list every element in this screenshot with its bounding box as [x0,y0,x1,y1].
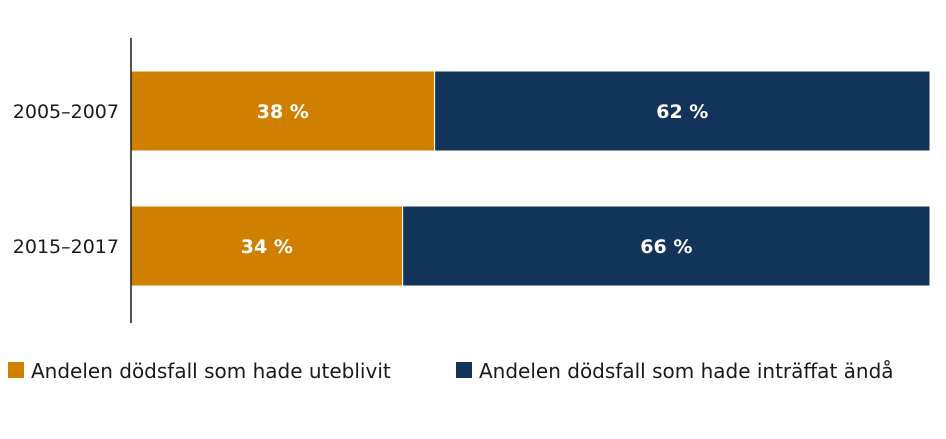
legend: Andelen dödsfall som hade uteblivit Andel… [8,359,894,383]
legend-swatch-2 [456,362,472,378]
category-labels: 2005–2007 2015–2017 [13,101,119,258]
bar-uteblivit-2 [130,205,404,287]
category-label-2: 2015–2017 [13,236,119,258]
legend-swatch-1 [8,362,24,378]
category-label-1: 2005–2007 [13,101,119,123]
data-label-uteblivit-2: 34 % [241,236,293,258]
bar-intraffat-2 [402,205,931,287]
data-label-intraffat-2: 66 % [640,236,692,258]
bars-group: 38 % 62 % 34 % 66 % [130,70,931,287]
legend-label-1: Andelen dödsfall som hade uteblivit [31,359,391,383]
bar-uteblivit-1 [130,70,436,152]
data-label-intraffat-1: 62 % [656,101,708,123]
bar-intraffat-1 [434,70,931,152]
data-label-uteblivit-1: 38 % [257,101,309,123]
legend-label-2: Andelen dödsfall som hade inträffat ändå [479,359,894,383]
